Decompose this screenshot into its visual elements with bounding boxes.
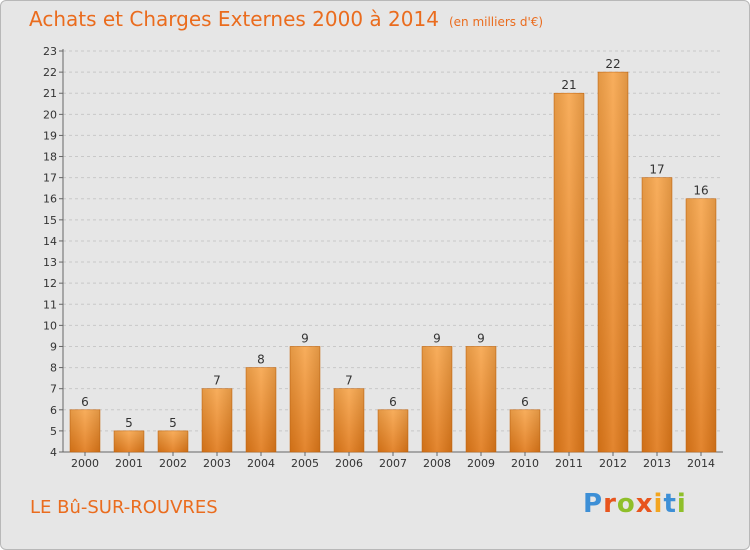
- x-tick-label: 2005: [291, 457, 319, 470]
- logo-letter: P: [583, 489, 604, 519]
- y-tick-label: 13: [43, 256, 57, 269]
- proxiti-logo: Proxiti: [583, 489, 687, 519]
- data-label: 9: [477, 331, 485, 345]
- commune-name: LE Bû-SUR-ROUVRES: [30, 497, 218, 518]
- y-tick-label: 10: [43, 319, 57, 332]
- y-tick-label: 19: [43, 129, 57, 142]
- y-tick-label: 17: [43, 172, 57, 185]
- y-tick-label: 20: [43, 108, 57, 121]
- y-tick-label: 22: [43, 66, 57, 79]
- x-tick-label: 2006: [335, 457, 363, 470]
- y-tick-label: 21: [43, 87, 57, 100]
- y-tick-label: 9: [50, 340, 57, 353]
- bar-shade: [202, 388, 232, 452]
- x-tick-label: 2011: [555, 457, 583, 470]
- data-label: 5: [125, 416, 133, 430]
- data-label: 7: [345, 374, 353, 388]
- data-label: 17: [649, 163, 664, 177]
- x-tick-label: 2014: [687, 457, 715, 470]
- x-tick-label: 2004: [247, 457, 275, 470]
- data-label: 22: [605, 57, 620, 71]
- logo-letter: i: [676, 489, 687, 519]
- bar-shade: [334, 388, 364, 452]
- y-tick-label: 8: [50, 362, 57, 375]
- bar-shade: [510, 409, 540, 452]
- logo-letter: o: [616, 489, 636, 519]
- y-tick-label: 4: [50, 446, 57, 459]
- bar-shade: [642, 177, 672, 452]
- y-tick-label: 7: [50, 383, 57, 396]
- x-tick-label: 2000: [71, 457, 99, 470]
- bar-shade: [70, 409, 100, 452]
- y-tick-label: 16: [43, 193, 57, 206]
- data-label: 6: [521, 395, 529, 409]
- chart-title-text: Achats et Charges Externes 2000 à 2014: [29, 7, 439, 31]
- bar-shade: [158, 430, 188, 452]
- bar-shade: [686, 198, 716, 452]
- bar-shade: [378, 409, 408, 452]
- y-tick-label: 5: [50, 425, 57, 438]
- bar-shade: [466, 346, 496, 452]
- data-label: 6: [389, 395, 397, 409]
- bar-shade: [114, 430, 144, 452]
- bar-shade: [422, 346, 452, 452]
- logo-letter: x: [635, 489, 654, 519]
- x-tick-label: 2008: [423, 457, 451, 470]
- logo-letter: t: [663, 489, 677, 519]
- y-tick-label: 18: [43, 151, 57, 164]
- bar-shade: [554, 93, 584, 453]
- data-label: 9: [301, 331, 309, 345]
- y-tick-label: 14: [43, 235, 57, 248]
- y-tick-label: 23: [43, 45, 57, 58]
- logo-letter: i: [653, 489, 664, 519]
- data-label: 8: [257, 353, 265, 367]
- y-tick-label: 15: [43, 214, 57, 227]
- bar-shade: [290, 346, 320, 452]
- x-tick-label: 2010: [511, 457, 539, 470]
- data-label: 16: [693, 184, 708, 198]
- x-tick-label: 2012: [599, 457, 627, 470]
- logo-letter: r: [603, 489, 617, 519]
- data-label: 21: [561, 78, 576, 92]
- x-tick-label: 2003: [203, 457, 231, 470]
- data-label: 7: [213, 374, 221, 388]
- data-label: 9: [433, 331, 441, 345]
- y-tick-label: 11: [43, 298, 57, 311]
- y-tick-label: 12: [43, 277, 57, 290]
- x-tick-label: 2001: [115, 457, 143, 470]
- chart-title: Achats et Charges Externes 2000 à 2014 (e…: [29, 7, 543, 31]
- chart-subtitle: (en milliers d'€): [448, 15, 544, 29]
- x-tick-label: 2002: [159, 457, 187, 470]
- bar-shade: [598, 72, 628, 453]
- data-label: 5: [169, 416, 177, 430]
- bar-shade: [246, 367, 276, 452]
- x-tick-label: 2009: [467, 457, 495, 470]
- x-tick-label: 2013: [643, 457, 671, 470]
- y-tick-label: 6: [50, 404, 57, 417]
- x-tick-label: 2007: [379, 457, 407, 470]
- data-label: 6: [81, 395, 89, 409]
